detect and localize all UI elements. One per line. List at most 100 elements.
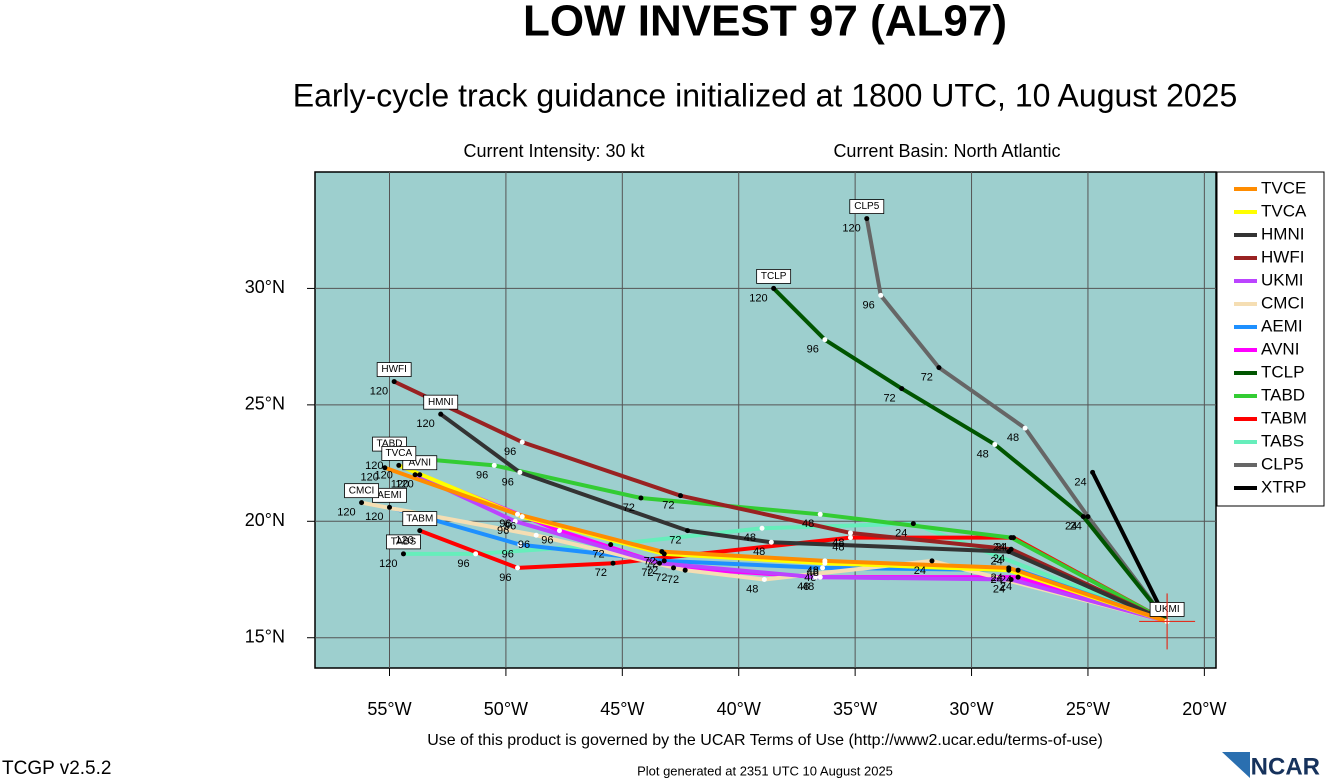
track-point — [678, 493, 684, 499]
x-tick-label: 25°W — [1066, 699, 1110, 719]
hour-label: 120 — [379, 558, 397, 570]
hour-label: 96 — [502, 548, 514, 560]
track-point — [491, 462, 497, 468]
legend-box — [1216, 171, 1325, 507]
track-tag-box — [402, 511, 438, 527]
hour-label: 120 — [842, 222, 860, 234]
track-tag: AVNI — [408, 457, 431, 468]
track-point — [878, 292, 884, 298]
track-point — [638, 495, 644, 501]
hour-label: 24 — [995, 542, 1007, 554]
hour-label: 120 — [374, 469, 392, 481]
hour-label: 120 — [395, 479, 413, 491]
track-tag: HMNI — [428, 397, 454, 408]
track-point — [556, 528, 562, 534]
basin: Current Basin: North Atlantic — [833, 141, 1060, 161]
track-line — [1090, 471, 1169, 623]
hour-label: 48 — [807, 565, 819, 577]
legend-label: AVNI — [1261, 339, 1299, 358]
track-point — [817, 511, 823, 517]
legend-label: TCLP — [1261, 362, 1304, 381]
hour-label: 48 — [832, 542, 844, 554]
hour-label: 96 — [518, 539, 530, 551]
hour-label: 24 — [1065, 521, 1077, 533]
track-point — [1008, 577, 1014, 583]
track-line — [403, 521, 1168, 624]
hour-label: 72 — [921, 372, 933, 384]
track-line — [361, 500, 1168, 624]
track-line — [414, 472, 1168, 624]
hour-label: 96 — [504, 521, 516, 533]
hour-label: 96 — [862, 299, 874, 311]
track-tag: CLP5 — [854, 201, 879, 212]
x-tick-label: 30°W — [949, 699, 993, 719]
track-point — [417, 472, 423, 478]
hour-label: 120 — [416, 418, 434, 430]
hour-label: 96 — [541, 535, 553, 547]
chart-subtitle: Early-cycle track guidance initialized a… — [293, 77, 1238, 113]
track-point — [396, 462, 402, 468]
track-point — [519, 514, 525, 520]
hour-label: 120 — [337, 507, 355, 519]
hour-label: 24 — [993, 542, 1005, 554]
track-point — [608, 542, 614, 548]
hour-label: 24 — [1000, 581, 1012, 593]
track-line — [772, 287, 1169, 623]
legend-label: XTRP — [1261, 477, 1306, 496]
track-line — [393, 379, 1168, 624]
legend-label: TVCE — [1261, 178, 1306, 197]
legend-label: CMCI — [1261, 293, 1304, 312]
hour-label: 96 — [807, 344, 819, 356]
track-tag: TCLP — [761, 271, 787, 282]
track-tag-box — [386, 534, 421, 550]
track-point — [438, 411, 444, 417]
track-tag: AEMI — [377, 490, 401, 501]
track-point — [822, 337, 828, 343]
hour-label: 96 — [476, 469, 488, 481]
track-point — [512, 518, 518, 524]
hour-label: 24 — [993, 553, 1005, 565]
hour-label: 72 — [644, 555, 656, 567]
hour-label: 72 — [667, 574, 679, 586]
track-point — [771, 285, 777, 291]
track-point — [813, 574, 819, 580]
track-point — [610, 560, 616, 566]
legend-label: CLP5 — [1261, 454, 1304, 473]
track-tag-box — [344, 483, 379, 499]
track-point — [1006, 565, 1012, 571]
track-point — [992, 441, 998, 447]
hour-label: 96 — [499, 572, 511, 584]
track-point — [657, 560, 663, 566]
track-point — [820, 565, 826, 571]
track-point — [1022, 425, 1028, 431]
track-line — [864, 218, 1169, 623]
legend-label: TABM — [1261, 408, 1307, 427]
legend-label: UKMI — [1261, 270, 1304, 289]
track-point — [533, 532, 539, 538]
track-tag: TABS — [391, 537, 417, 548]
track-point — [1015, 574, 1021, 580]
x-tick-label: 50°W — [484, 699, 528, 719]
legend-label: AEMI — [1261, 316, 1303, 335]
track-point — [387, 504, 393, 510]
track-point — [519, 439, 525, 445]
track-point — [661, 558, 667, 564]
logo-shape — [1222, 752, 1250, 778]
hour-label: 48 — [746, 583, 758, 595]
track-point — [847, 535, 853, 541]
track-tag-box — [423, 394, 459, 410]
track-point — [412, 472, 418, 478]
track-tag: TABD — [377, 439, 403, 450]
hour-label: 120 — [391, 479, 409, 491]
hour-label: 48 — [1007, 432, 1019, 444]
legend-label: HMNI — [1261, 224, 1304, 243]
track-point — [768, 539, 774, 545]
track-point — [659, 549, 665, 555]
track-point — [391, 379, 397, 385]
track-tag-box — [756, 269, 792, 284]
track-point — [1006, 549, 1012, 555]
track-point — [761, 577, 767, 583]
hour-label: 72 — [883, 392, 895, 404]
